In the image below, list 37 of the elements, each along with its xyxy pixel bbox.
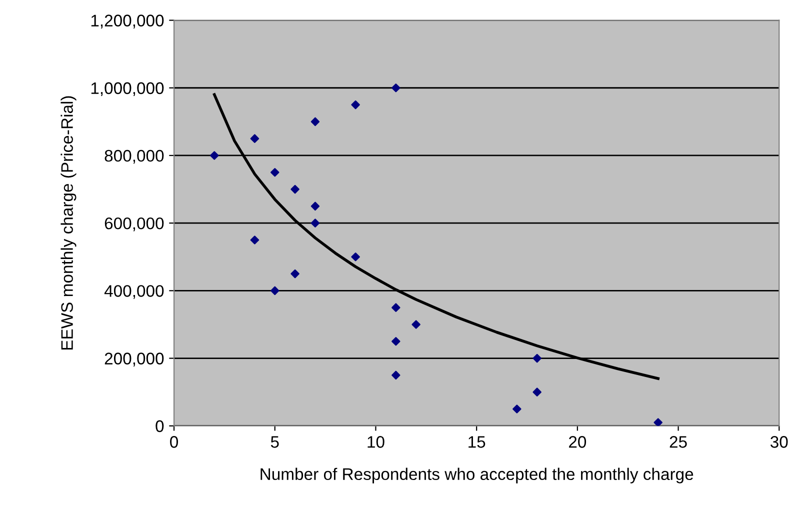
- point: [654, 418, 662, 426]
- x-tick-label: 5: [270, 436, 279, 448]
- y-tick-label: 800,000: [104, 150, 164, 164]
- point: [412, 320, 420, 329]
- point: [290, 269, 300, 278]
- point: [310, 218, 320, 228]
- point: [310, 117, 320, 126]
- point: [351, 100, 360, 110]
- point: [250, 236, 260, 244]
- x-tick-label: 25: [670, 436, 687, 448]
- y-tick-label: 0: [156, 420, 164, 432]
- point: [310, 202, 320, 211]
- y-tick-label: 1,200,000: [91, 14, 164, 28]
- point: [270, 286, 280, 296]
- point: [290, 184, 300, 194]
- y-tick-label: 1,000,000: [91, 82, 164, 96]
- x-tick-label: 30: [770, 436, 788, 448]
- x-tick-label: 0: [170, 436, 178, 448]
- point: [512, 404, 522, 414]
- point: [392, 370, 400, 380]
- y-tick-label: 200,000: [104, 352, 164, 366]
- point: [210, 151, 219, 160]
- y-axis-title: EEWS monthly charge (Price-Rial): [60, 96, 76, 350]
- y-tick-label: 600,000: [104, 217, 164, 232]
- point: [532, 388, 542, 396]
- x-tick-label: 10: [368, 436, 384, 448]
- point: [392, 337, 400, 346]
- x-tick-label: 15: [468, 436, 486, 448]
- y-tick-label: 400,000: [104, 285, 164, 299]
- point: [250, 134, 260, 143]
- point: [392, 303, 400, 312]
- point: [532, 354, 542, 363]
- point: [351, 252, 360, 262]
- point: [270, 168, 280, 177]
- point: [392, 84, 400, 92]
- x-tick-label: 20: [569, 436, 586, 448]
- x-axis-title: Number of Respondents who accepted the monthly charge: [260, 468, 694, 484]
